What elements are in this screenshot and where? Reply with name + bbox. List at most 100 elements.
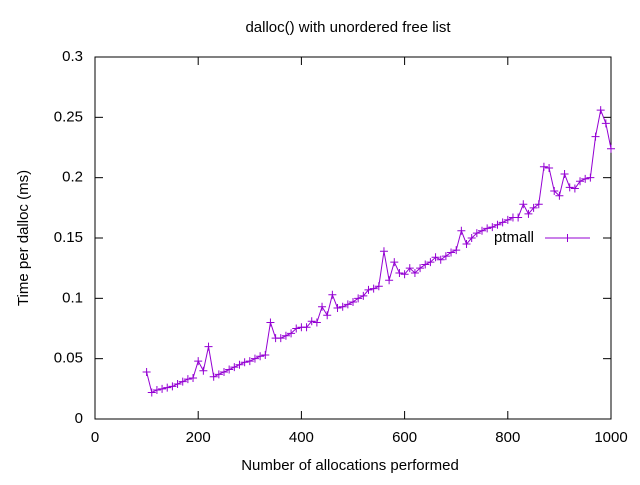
point-marker xyxy=(364,285,373,294)
point-marker xyxy=(539,162,548,171)
point-marker xyxy=(555,191,564,200)
point-marker xyxy=(395,268,404,277)
series-line xyxy=(146,108,612,394)
point-marker xyxy=(514,213,523,222)
point-marker xyxy=(529,203,538,212)
point-marker xyxy=(607,144,615,153)
legend-marker xyxy=(563,234,572,242)
point-marker xyxy=(452,246,461,255)
point-marker xyxy=(503,215,512,224)
point-marker xyxy=(318,302,327,311)
x-tick-label: 0 xyxy=(91,429,99,446)
point-marker xyxy=(524,209,533,218)
point-marker xyxy=(343,300,352,309)
y-tick-label: 0.25 xyxy=(54,108,83,125)
point-marker xyxy=(183,375,192,384)
x-tick-label: 400 xyxy=(289,429,314,446)
point-marker xyxy=(214,370,223,379)
point-marker xyxy=(250,354,259,363)
point-marker xyxy=(586,173,595,182)
y-tick-label: 0.3 xyxy=(62,48,83,65)
x-axis-label: Number of allocations performed xyxy=(241,457,459,474)
point-marker xyxy=(189,373,198,382)
point-marker xyxy=(287,329,296,338)
point-marker xyxy=(240,358,249,367)
point-marker xyxy=(354,294,363,303)
point-marker xyxy=(405,264,414,273)
point-marker xyxy=(152,386,161,395)
point-marker xyxy=(163,383,172,392)
point-marker xyxy=(431,253,440,262)
y-axis-label: Time per dalloc (ms) xyxy=(15,170,32,306)
point-marker xyxy=(591,132,600,141)
point-marker xyxy=(266,318,275,327)
point-marker xyxy=(225,365,234,374)
point-marker xyxy=(173,380,182,389)
point-marker xyxy=(488,223,497,232)
point-marker xyxy=(302,323,311,332)
point-marker xyxy=(478,226,486,235)
y-tick-label: 0.05 xyxy=(54,350,83,367)
point-marker xyxy=(168,382,177,391)
point-marker xyxy=(550,186,559,195)
point-marker xyxy=(570,184,579,193)
point-marker xyxy=(385,276,394,285)
point-marker xyxy=(374,282,383,291)
point-marker xyxy=(261,351,270,360)
point-marker xyxy=(256,352,265,361)
y-tick-label: 0.15 xyxy=(54,229,83,246)
point-marker xyxy=(581,174,590,183)
point-marker xyxy=(421,260,430,269)
point-marker xyxy=(545,164,554,173)
chart-title: dalloc() with unordered free list xyxy=(245,19,451,36)
point-marker xyxy=(462,240,471,249)
point-marker xyxy=(333,303,342,312)
point-marker xyxy=(349,297,357,306)
y-tick-label: 0.2 xyxy=(62,169,83,186)
point-marker xyxy=(178,377,187,386)
point-marker xyxy=(601,119,610,128)
point-marker xyxy=(560,170,569,179)
x-tick-label: 600 xyxy=(392,429,417,446)
point-marker xyxy=(328,290,337,299)
point-marker xyxy=(457,226,466,235)
point-marker xyxy=(220,367,228,376)
point-marker xyxy=(281,331,290,340)
point-marker xyxy=(400,270,409,279)
point-marker xyxy=(292,324,301,333)
point-marker xyxy=(209,372,218,381)
point-marker xyxy=(142,367,151,376)
point-marker xyxy=(158,384,167,393)
point-marker xyxy=(493,220,502,229)
point-marker xyxy=(276,334,285,343)
point-marker xyxy=(312,318,321,327)
point-marker xyxy=(426,258,435,267)
point-marker xyxy=(436,255,445,264)
point-marker xyxy=(447,248,456,257)
point-marker xyxy=(338,302,347,311)
point-marker xyxy=(534,200,543,209)
point-marker xyxy=(472,229,481,238)
point-marker xyxy=(369,284,378,293)
point-marker xyxy=(441,252,450,261)
legend-label: ptmall xyxy=(494,229,534,246)
point-marker xyxy=(467,234,476,242)
point-marker xyxy=(323,311,332,320)
point-marker xyxy=(194,357,203,366)
point-marker xyxy=(576,177,585,186)
point-marker xyxy=(416,264,425,273)
y-tick-label: 0 xyxy=(75,410,83,427)
point-marker xyxy=(235,360,244,369)
point-marker xyxy=(204,342,213,351)
point-marker xyxy=(379,247,388,256)
point-marker xyxy=(390,258,399,267)
point-marker xyxy=(245,357,254,366)
point-marker xyxy=(565,183,574,192)
point-marker xyxy=(483,224,492,233)
point-marker xyxy=(519,200,528,209)
y-tick-label: 0.1 xyxy=(62,289,83,306)
x-tick-label: 200 xyxy=(186,429,211,446)
point-marker xyxy=(307,317,316,326)
point-marker xyxy=(199,366,208,375)
